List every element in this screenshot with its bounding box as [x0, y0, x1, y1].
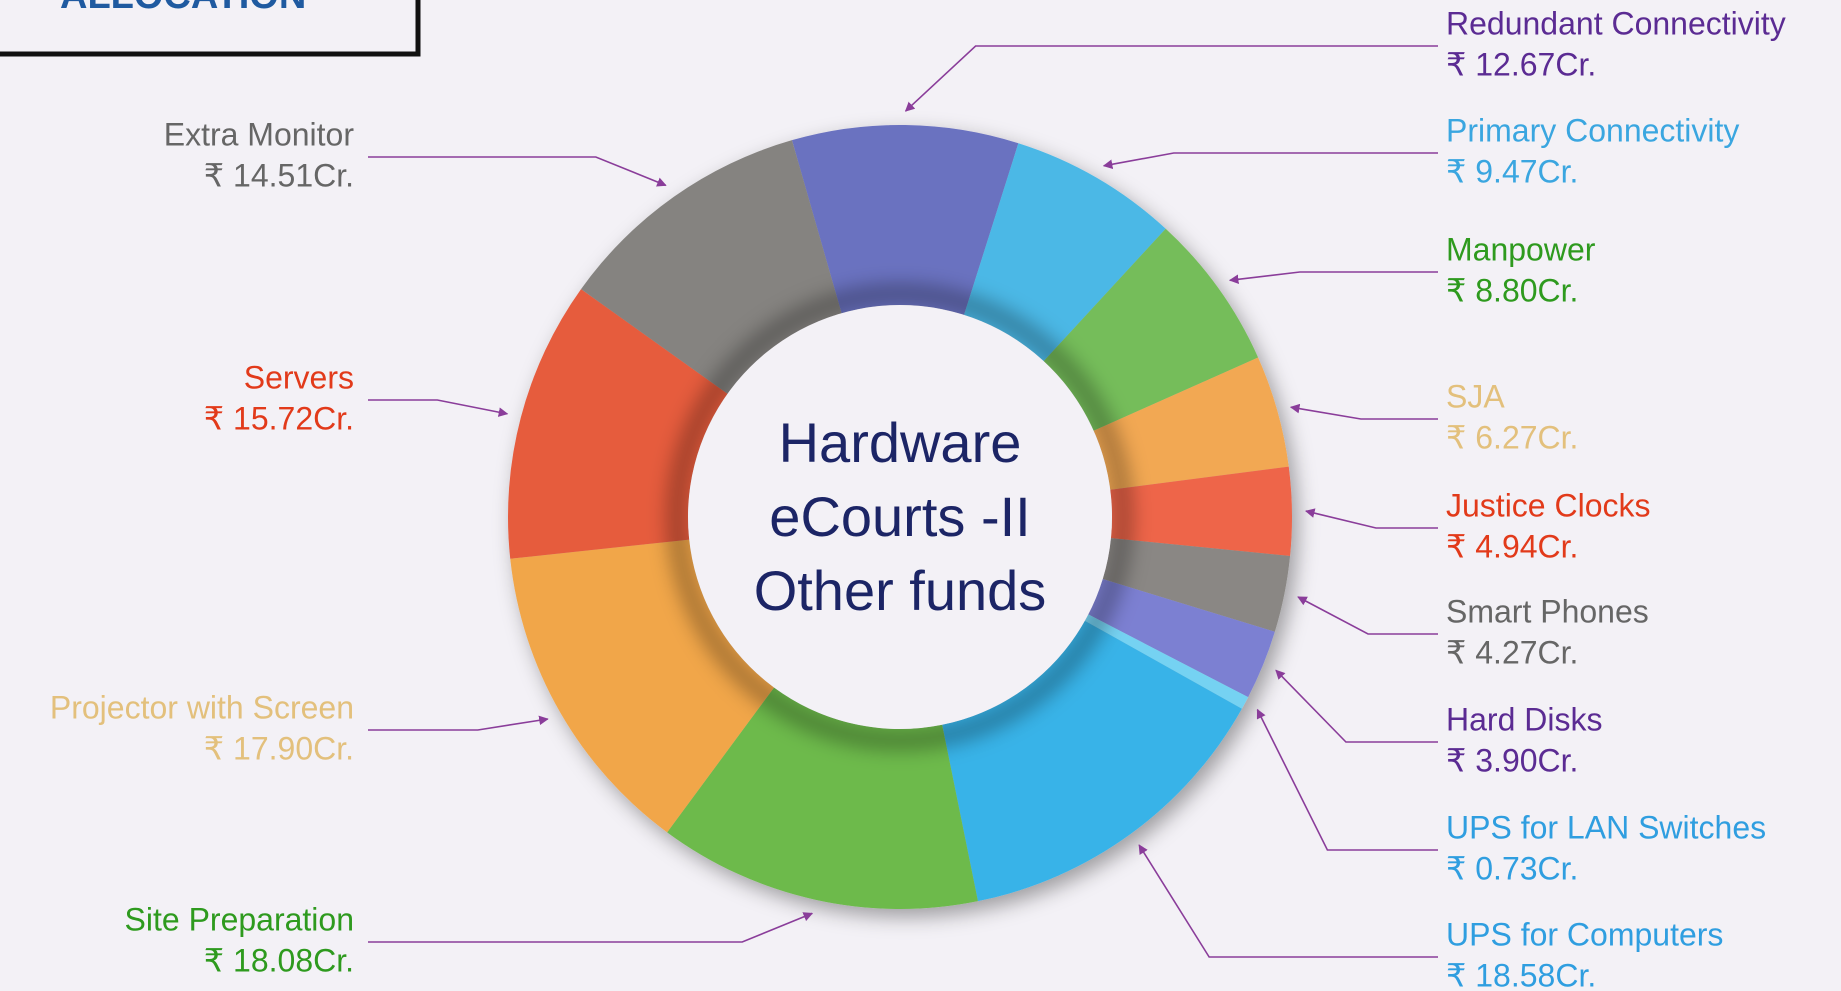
slice-label: Hard Disks — [1446, 701, 1602, 737]
center-text: eCourts -II — [769, 485, 1030, 548]
slice-label: SJA — [1446, 378, 1505, 414]
value-label: ₹ 6.27Cr. — [1446, 419, 1578, 455]
leader-line — [1306, 511, 1438, 528]
value-label: ₹ 17.90Cr. — [204, 730, 354, 766]
value-label: ₹ 4.94Cr. — [1446, 528, 1578, 564]
slice-label: Extra Monitor — [164, 116, 355, 152]
slice-label: Redundant Connectivity — [1446, 5, 1786, 41]
leader-line — [368, 913, 812, 942]
center-text: Hardware — [779, 411, 1022, 474]
slice-label: Manpower — [1446, 231, 1596, 267]
slice-label: Smart Phones — [1446, 593, 1649, 629]
leader-line — [1298, 597, 1438, 634]
value-label: ₹ 18.58Cr. — [1446, 957, 1596, 991]
leader-line — [1276, 670, 1438, 742]
value-label: ₹ 8.80Cr. — [1446, 272, 1578, 308]
value-label: ₹ 14.51Cr. — [204, 157, 354, 193]
leader-line — [1139, 845, 1438, 957]
leader-line — [368, 400, 507, 414]
slice-label: Projector with Screen — [50, 689, 354, 725]
value-label: ₹ 12.67Cr. — [1446, 46, 1596, 82]
slice-label: Justice Clocks — [1446, 487, 1651, 523]
leader-line — [906, 46, 1438, 111]
leader-line — [1230, 272, 1438, 280]
slice-label: Site Preparation — [125, 901, 354, 937]
page: {"header": {"title": "ALLOCATION"}, "cha… — [0, 0, 1841, 991]
chart: ALLOCATION Redundant Connectivity ₹ 12.67… — [0, 0, 1841, 991]
value-label: ₹ 0.73Cr. — [1446, 850, 1578, 886]
leader-line — [1257, 710, 1438, 850]
leader-line — [368, 719, 548, 730]
value-label: ₹ 4.27Cr. — [1446, 634, 1578, 670]
page-title: ALLOCATION — [60, 0, 306, 17]
slice-label: UPS for Computers — [1446, 916, 1723, 952]
value-label: ₹ 18.08Cr. — [204, 942, 354, 978]
leader-line — [368, 157, 666, 185]
slice-label: UPS for LAN Switches — [1446, 809, 1766, 845]
value-label: ₹ 3.90Cr. — [1446, 742, 1578, 778]
leader-line — [1104, 153, 1438, 166]
slice-label: Primary Connectivity — [1446, 112, 1739, 148]
value-label: ₹ 9.47Cr. — [1446, 153, 1578, 189]
leader-line — [1291, 407, 1438, 419]
slice-label: Servers — [244, 359, 354, 395]
value-label: ₹ 15.72Cr. — [204, 400, 354, 436]
center-text: Other funds — [754, 559, 1047, 622]
